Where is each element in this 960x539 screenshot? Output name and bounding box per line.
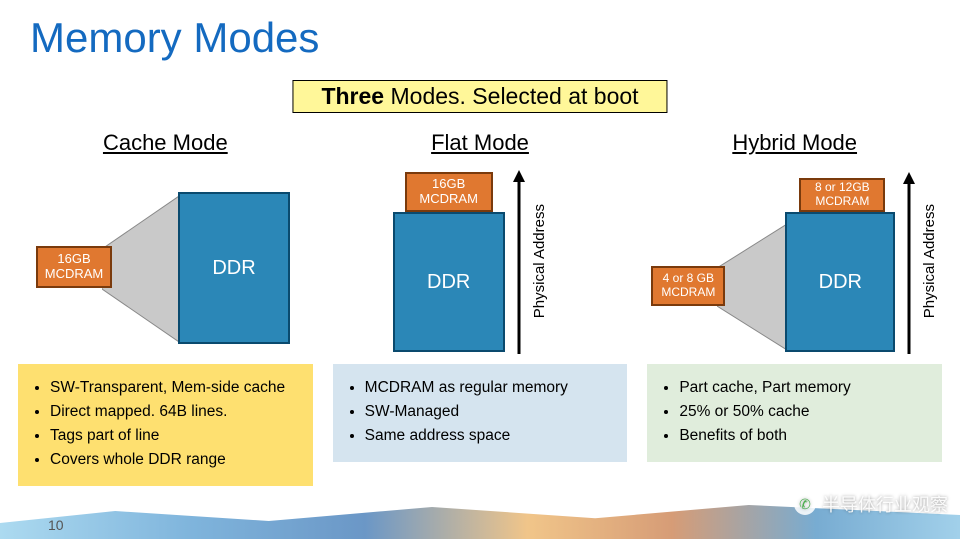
mcdram-top-box: 8 or 12GB MCDRAM [799,178,885,212]
bullet: Direct mapped. 64B lines. [50,400,299,424]
wechat-icon: ✆ [794,493,816,515]
bullet: Part cache, Part memory [679,376,928,400]
mcdram-box: 16GB MCDRAM [36,246,112,288]
column-hybrid-mode: Hybrid Mode DDR 8 or 12GB MCDRAM 4 or 8 … [647,130,942,486]
bullet: Benefits of both [679,424,928,448]
bullet: Tags part of line [50,424,299,448]
watermark: ✆ 半导体行业观察 [794,491,948,517]
mcdram-side-box: 4 or 8 GB MCDRAM [651,266,725,306]
col-title: Cache Mode [103,130,228,156]
bullet: Same address space [365,424,614,448]
bullet: Covers whole DDR range [50,448,299,472]
axis-arrow-icon [511,170,527,354]
desc-box: SW-Transparent, Mem-side cache Direct ma… [18,364,313,486]
slide-title: Memory Modes [30,14,319,62]
desc-box: Part cache, Part memory 25% or 50% cache… [647,364,942,462]
desc-box: MCDRAM as regular memory SW-Managed Same… [333,364,628,462]
cache-triangle-icon [102,194,182,344]
diagram-hybrid: DDR 8 or 12GB MCDRAM 4 or 8 GB MCDRAM Ph… [647,164,942,364]
col-title: Flat Mode [431,130,529,156]
ddr-box: DDR [393,212,505,352]
axis-label: Physical Address [921,204,938,318]
column-cache-mode: Cache Mode DDR 16GB MCDRAM SW-Transparen… [18,130,313,486]
subtitle-banner: Three Modes. Selected at boot [292,80,667,113]
diagram-flat: DDR 16GB MCDRAM Physical Address [333,164,628,364]
ddr-box: DDR [178,192,290,344]
axis-arrow-icon [901,172,917,354]
subtitle-bold: Three [321,83,384,109]
watermark-text: 半导体行业观察 [822,491,948,517]
column-flat-mode: Flat Mode DDR 16GB MCDRAM Physical Addre… [333,130,628,486]
subtitle-rest: Modes. Selected at boot [384,83,638,109]
bullet: SW-Managed [365,400,614,424]
bullet: SW-Transparent, Mem-side cache [50,376,299,400]
col-title: Hybrid Mode [732,130,857,156]
diagram-cache: DDR 16GB MCDRAM [18,164,313,364]
cache-triangle-icon [717,224,787,350]
page-number: 10 [48,517,64,533]
mcdram-box: 16GB MCDRAM [405,172,493,212]
columns-container: Cache Mode DDR 16GB MCDRAM SW-Transparen… [18,130,942,486]
bullet: 25% or 50% cache [679,400,928,424]
axis-label: Physical Address [531,204,548,318]
ddr-box: DDR [785,212,895,352]
bullet: MCDRAM as regular memory [365,376,614,400]
